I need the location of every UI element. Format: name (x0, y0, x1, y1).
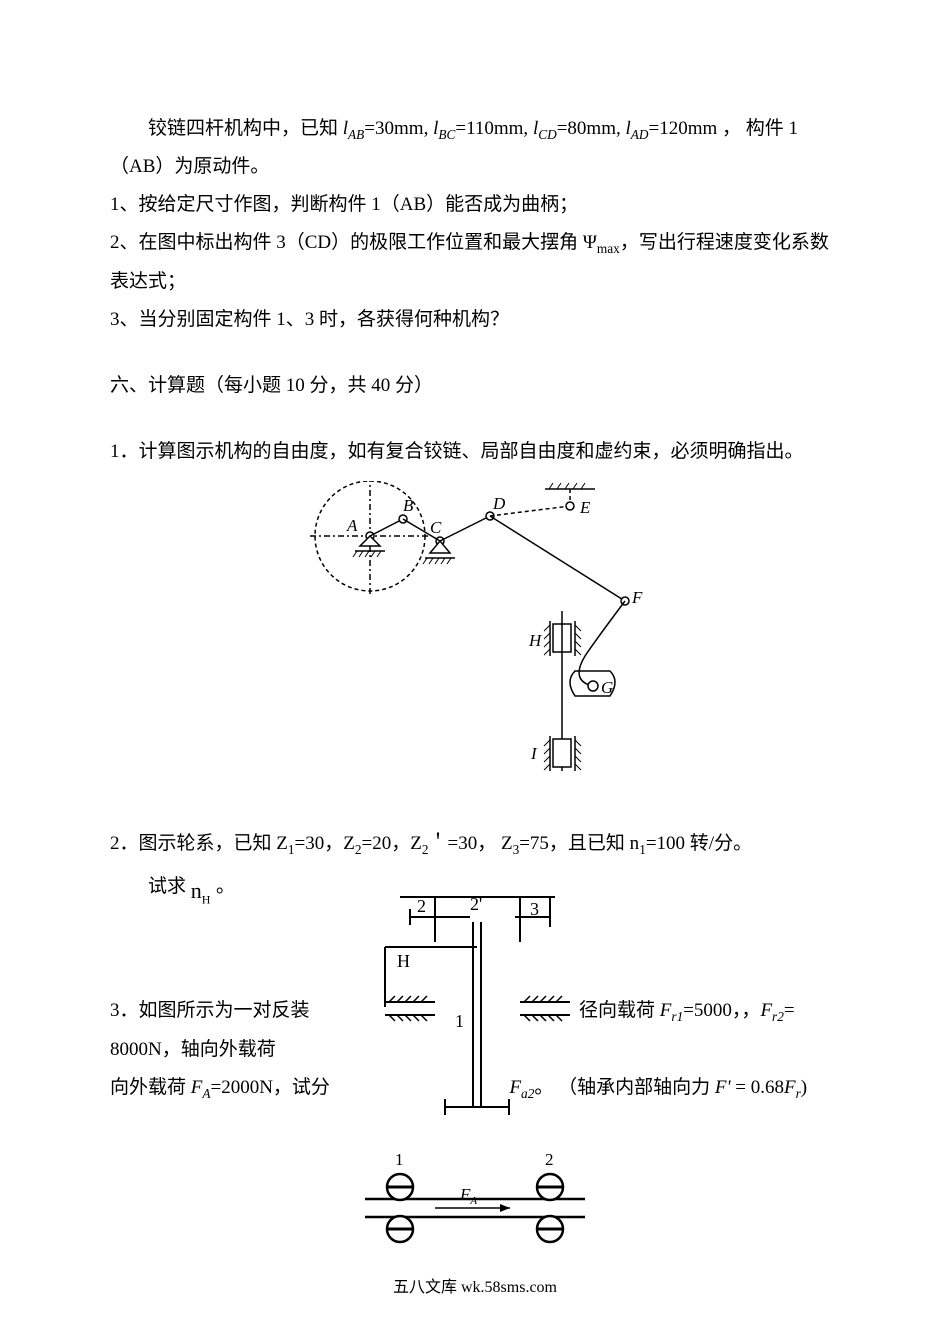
p2-a: 2．图示轮系，已知 Z (110, 833, 288, 854)
figure-3: 1 2 FA (110, 1147, 840, 1271)
figure-1-svg: A B C D E F G H I (275, 481, 675, 801)
figure-2: 1 2 2' 3 H (325, 867, 625, 1141)
p2-z2s: 2 (355, 842, 362, 857)
p3-fa: F (191, 1077, 203, 1098)
page-footer: 五八文库 wk.58sms.com (0, 1272, 950, 1304)
fig3-label-1: 1 (395, 1150, 404, 1169)
fig3-label-fa-sub: A (469, 1195, 477, 1207)
p2-b-prefix: 试求 (148, 876, 186, 897)
p3-fr2: F (760, 1000, 772, 1021)
l-cd-val: =80mm, (557, 118, 626, 139)
p2-n1s: 1 (639, 842, 646, 857)
q3-text: 3、当分别固定构件 1、3 时，各获得何种机构？ (110, 301, 840, 339)
p2-z2pv: ＇=30， Z (428, 833, 512, 854)
fig1-label-g: G (601, 678, 613, 697)
p3-fa-val: =2000N，试分 (211, 1077, 330, 1098)
p2-z3v: =75，且已知 n (519, 833, 639, 854)
fig1-label-e: E (579, 498, 591, 517)
svg-text:FA: FA (459, 1185, 477, 1207)
q2-sub: max (597, 241, 620, 256)
q2-a: 2、在图中标出构件 3（CD）的极限工作位置和最大摆角 Ψ (110, 232, 597, 253)
p2-z2v: =20，Z (362, 833, 422, 854)
l-cd-sub: CD (538, 127, 556, 142)
p3-fr1-val: =5000，， (683, 1000, 760, 1021)
p2-n1v: =100 转/分。 (646, 833, 752, 854)
l-bc-val: =110mm, (455, 118, 533, 139)
p3-fa-pre: 向外载荷 (110, 1077, 191, 1098)
l-ab-val: =30mm, (364, 118, 433, 139)
p3-fr: F (784, 1077, 796, 1098)
fig2-label-2: 2 (417, 896, 426, 916)
p3-fp-eq: = 0.68 (731, 1077, 784, 1098)
p2-z1v: =30，Z (295, 833, 355, 854)
fig3-label-2: 2 (545, 1150, 554, 1169)
fig1-label-f: F (631, 588, 643, 607)
p3-end: ) (801, 1077, 807, 1098)
q1-text: 1、按给定尺寸作图，判断构件 1（AB）能否成为曲柄； (110, 186, 840, 224)
p3-fp: F' (715, 1077, 731, 1098)
p2-nH-sub: H (202, 893, 211, 907)
fig3-label-fa: F (459, 1185, 471, 1204)
fig2-label-3: 3 (530, 899, 539, 919)
p3-fr1-sub: r1 (671, 1009, 683, 1024)
fig1-label-a: A (346, 516, 358, 535)
p3-fa-sub: A (202, 1085, 210, 1100)
intro-prefix: 铰链四杆机构中，已知 (148, 118, 343, 139)
page: 铰链四杆机构中，已知 lAB=30mm, lBC=110mm, lCD=80mm… (0, 0, 950, 1344)
fig1-label-d: D (492, 494, 506, 513)
p2-text: 2．图示轮系，已知 Z1=30，Z2=20，Z2＇=30， Z3=75，且已知 … (110, 825, 840, 863)
figure-2-svg: 1 2 2' 3 H (325, 867, 625, 1127)
figure-3-svg: 1 2 FA (345, 1147, 605, 1257)
l-bc-sub: BC (438, 127, 455, 142)
p2-nH: n (191, 878, 202, 903)
p2-b-suffix: 。 (216, 876, 235, 897)
intro-paragraph: 铰链四杆机构中，已知 lAB=30mm, lBC=110mm, lCD=80mm… (110, 110, 840, 186)
l-ad-sub: AD (631, 127, 649, 142)
l-ab-sub: AB (348, 127, 364, 142)
section-6-title: 六、计算题（每小题 10 分，共 40 分） (110, 367, 840, 405)
p2-z1s: 1 (288, 842, 295, 857)
p3-a: 3．如图所示为一对反装 (110, 1000, 310, 1021)
q2-text: 2、在图中标出构件 3（CD）的极限工作位置和最大摆角 Ψmax，写出行程速度变… (110, 224, 840, 300)
p3-fr2-sub: r2 (772, 1009, 784, 1024)
fig1-label-b: B (403, 496, 414, 515)
fig2-label-h: H (397, 951, 410, 971)
fig1-label-h: H (528, 631, 543, 650)
fig1-label-i: I (530, 744, 538, 763)
p3-fr1: F (660, 1000, 672, 1021)
fig1-label-c: C (430, 518, 442, 537)
fig2-label-1: 1 (455, 1011, 464, 1031)
p1-text: 1．计算图示机构的自由度，如有复合铰链、局部自由度和虚约束，必须明确指出。 (110, 433, 840, 471)
figure-1: A B C D E F G H I (110, 481, 840, 815)
fig2-label-2p: 2' (470, 894, 482, 914)
overlap-region: 1 2 2' 3 H 3．如图所示为一对反装 径向载荷 Fr1=5000，，Fr… (110, 907, 840, 1271)
